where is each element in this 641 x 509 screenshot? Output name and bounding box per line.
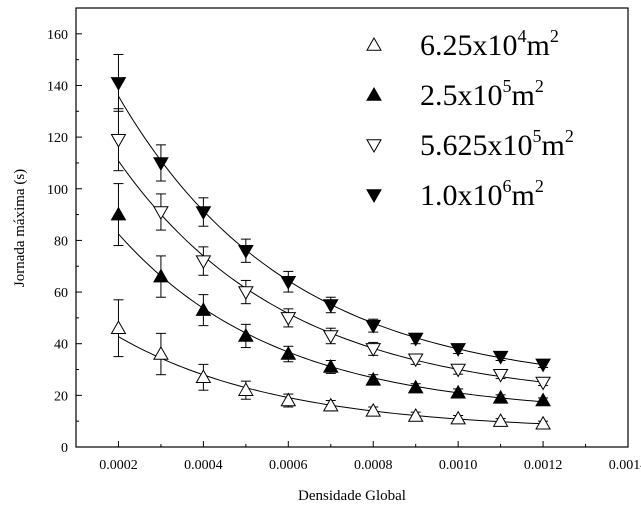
legend-text-part: 2.5x10 <box>420 79 503 112</box>
y-tick-label: 20 <box>54 389 68 404</box>
legend-superscript: 4 <box>518 26 527 46</box>
y-tick-label: 160 <box>47 28 68 43</box>
data-point <box>450 343 467 357</box>
y-tick-label: 0 <box>61 441 68 456</box>
y-tick-label: 40 <box>54 338 68 353</box>
x-axis: 0.0002 0.0004 0.0006 0.0008 0.0010 0.0012 0.00… <box>99 441 641 473</box>
data-point <box>237 382 254 396</box>
data-point <box>280 275 297 290</box>
x-axis-title: Densidade Global <box>298 488 406 504</box>
data-point <box>535 376 551 391</box>
legend-superscript: 2 <box>550 26 559 46</box>
data-point <box>322 358 339 373</box>
data-point <box>110 206 127 221</box>
data-point <box>492 350 509 365</box>
data-point <box>450 410 467 425</box>
data-point <box>153 268 169 283</box>
y-tick-label: 140 <box>47 79 68 94</box>
x-tick-label: 0.0002 <box>99 458 138 473</box>
legend-superscript: 6 <box>503 176 512 196</box>
data-point <box>195 255 212 270</box>
y-axis: 0 20 40 60 80 100 120 140 160 <box>47 28 82 456</box>
data-point <box>492 389 509 404</box>
data-point <box>407 353 424 368</box>
x-tick-label: 0.0010 <box>439 458 478 473</box>
data-point <box>450 363 467 378</box>
data-point <box>153 157 169 171</box>
data-point <box>450 384 467 399</box>
legend-text-part: 5.625x10 <box>420 129 533 162</box>
plot-frame <box>75 7 629 448</box>
x-tick-label: 0.0006 <box>269 458 308 473</box>
data-point <box>153 346 169 360</box>
legend-marker <box>366 189 382 204</box>
legend-marker <box>366 36 382 51</box>
data-point <box>195 206 212 221</box>
data-point <box>110 133 127 148</box>
legend-text-part: 1.0x10 <box>420 179 503 212</box>
legend-superscript: 2 <box>565 126 574 146</box>
data-point <box>365 343 382 357</box>
legend-label: 6.25x104m2 <box>420 26 559 62</box>
legend-text-part: 6.25x10 <box>420 29 518 62</box>
data-point <box>280 392 297 407</box>
data-point <box>407 379 424 394</box>
legend-label: 5.625x105m2 <box>420 126 574 162</box>
data-point <box>535 358 551 373</box>
data-point <box>195 369 212 384</box>
x-tick-label: 0.0008 <box>354 458 393 473</box>
data-point <box>110 77 127 91</box>
data-point <box>492 413 509 427</box>
data-point <box>322 397 339 412</box>
data-point <box>237 244 254 259</box>
data-point <box>407 408 424 422</box>
data-point <box>322 299 339 313</box>
data-point <box>535 415 551 430</box>
x-tick-label: 0.0004 <box>184 458 223 473</box>
fit-curve <box>118 233 544 403</box>
legend-text-part: m <box>527 29 550 62</box>
data-point <box>237 327 254 342</box>
legend-text-part: m <box>512 79 535 112</box>
legend-label: 2.5x105m2 <box>420 76 544 112</box>
legend-label: 1.0x106m2 <box>420 176 544 212</box>
legend-superscript: 2 <box>535 176 544 196</box>
data-point <box>322 330 339 344</box>
y-axis-title: Jornada máxima (s) <box>12 169 28 287</box>
data-point <box>110 320 127 334</box>
y-tick-label: 100 <box>47 183 68 198</box>
data-point <box>195 302 212 316</box>
data-point <box>492 368 509 383</box>
legend-superscript: 2 <box>535 76 544 96</box>
data-point <box>365 371 382 386</box>
x-tick-label: 0.0012 <box>524 458 563 473</box>
y-tick-label: 60 <box>54 286 68 301</box>
data-point <box>237 286 254 301</box>
legend-marker <box>366 139 382 154</box>
x-tick-label: 0.0014 <box>609 458 641 473</box>
data-point <box>280 346 297 360</box>
legend-text-part: m <box>512 179 535 212</box>
data-point <box>407 332 424 347</box>
data-point <box>535 392 551 407</box>
legend-superscript: 5 <box>533 126 542 146</box>
data-markers <box>110 77 551 430</box>
y-tick-label: 120 <box>47 131 68 146</box>
legend-marker <box>366 86 382 101</box>
data-point <box>280 312 297 326</box>
y-tick-label: 80 <box>54 234 68 249</box>
legend-superscript: 5 <box>503 76 512 96</box>
data-point <box>365 402 382 417</box>
data-point <box>153 206 169 221</box>
legend-text-part: m <box>542 129 565 162</box>
data-point <box>365 319 382 334</box>
